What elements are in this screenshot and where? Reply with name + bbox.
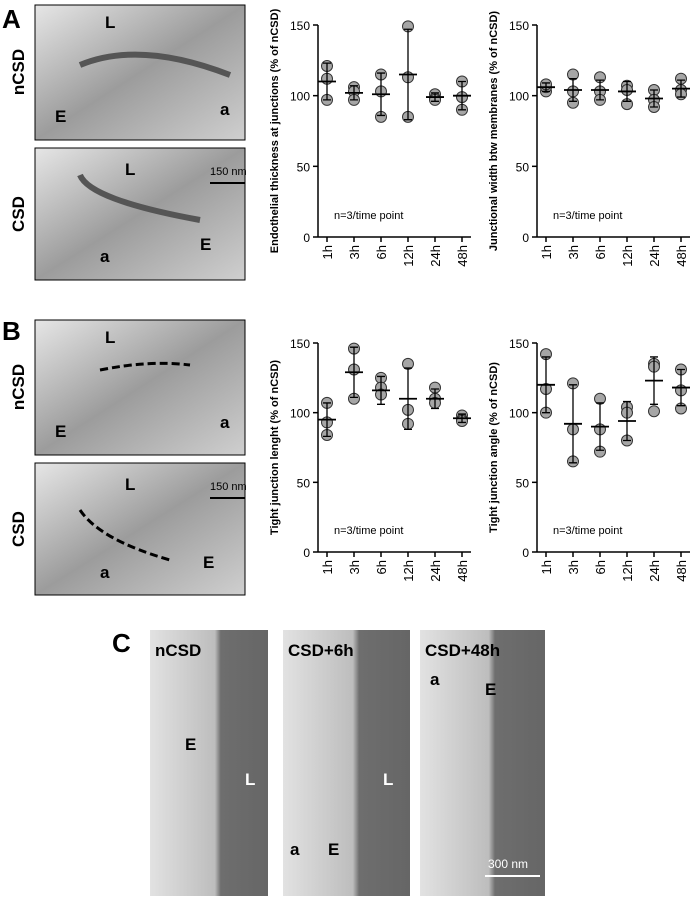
micrograph [283,630,410,896]
panel-letter: B [2,316,21,346]
row-label: nCSD [9,49,28,95]
lumen-label: L [383,770,393,789]
x-tick-label: 6h [374,245,389,259]
micrograph [34,462,246,596]
micrograph [150,630,268,896]
panel-label: CSD+48h [425,641,500,660]
annotation: n=3/time point [334,525,403,537]
x-tick-label: 48h [455,560,470,582]
lumen-label: L [245,770,255,789]
x-tick-label: 1h [539,560,554,574]
endo-label: E [328,840,339,859]
x-tick-label: 12h [401,245,416,267]
y-tick-label: 50 [516,476,530,490]
x-tick-label: 24h [647,245,662,267]
lumen-label: L [125,160,135,179]
x-tick-label: 1h [320,560,335,574]
membrane [77,173,201,223]
junction-trace [78,509,171,562]
lumen-label: L [125,475,135,494]
y-tick-label: 100 [290,407,310,421]
astro-label: a [100,563,110,582]
endo-label: E [55,422,66,441]
endo-label: E [185,735,196,754]
y-tick-label: 150 [290,19,310,33]
panel-label: CSD+6h [288,641,354,660]
annotation: n=3/time point [334,210,403,222]
x-tick-label: 12h [620,245,635,267]
row-label: CSD [9,511,28,547]
panel-letter: C [112,628,131,658]
astro-label: a [220,100,230,119]
astro-label: a [290,840,300,859]
micrograph [34,4,246,141]
row-label: nCSD [9,364,28,410]
scale-label: 150 nm [210,481,247,493]
x-tick-label: 1h [539,245,554,259]
x-tick-label: 6h [374,560,389,574]
scale-label: 150 nm [210,166,247,178]
y-axis-label: Endothelial thickness at junctions (% of… [269,8,281,253]
x-tick-label: 24h [647,560,662,582]
x-tick-label: 24h [428,245,443,267]
x-tick-label: 12h [620,560,635,582]
y-tick-label: 150 [509,19,529,33]
x-tick-label: 6h [593,560,608,574]
x-tick-label: 3h [347,560,362,574]
x-tick-label: 24h [428,560,443,582]
endo-label: E [485,680,496,699]
astro-label: a [430,670,440,689]
y-tick-label: 100 [509,90,529,104]
row-label: CSD [9,196,28,232]
micrograph [34,319,246,456]
x-tick-label: 48h [455,245,470,267]
panel-label: nCSD [155,641,201,660]
y-tick-label: 0 [303,546,310,560]
y-axis-label: Tight junction angle (% of nCSD) [488,362,500,533]
x-tick-label: 48h [674,560,689,582]
micrograph [34,147,246,281]
micrographs [34,4,545,896]
annotation: n=3/time point [553,525,622,537]
astro-label: a [220,413,230,432]
y-tick-label: 150 [290,337,310,351]
y-axis-label: Tight junction lenght (% of nCSD) [269,360,281,535]
endo-label: E [203,553,214,572]
x-tick-label: 48h [674,245,689,267]
endo-label: E [55,107,66,126]
y-tick-label: 100 [509,407,529,421]
labels: A B C nCSD CSD nCSD CSD L E a L E a L E … [2,4,528,871]
x-tick-label: 3h [566,560,581,574]
data-point [648,405,660,418]
x-tick-label: 3h [566,245,581,259]
lumen-label: L [105,13,115,32]
y-tick-label: 0 [303,231,310,245]
endo-label: E [200,235,211,254]
y-tick-label: 50 [297,476,311,490]
astro-label: a [100,247,110,266]
y-tick-label: 100 [290,90,310,104]
x-tick-label: 12h [401,560,416,582]
x-tick-label: 3h [347,245,362,259]
y-tick-label: 50 [516,160,530,174]
panel-letter: A [2,4,21,34]
membrane [78,51,232,78]
x-tick-label: 6h [593,245,608,259]
scale-label: 300 nm [488,857,528,871]
y-tick-label: 50 [297,160,311,174]
y-axis-label: Junctional width btw membranes (% of nCS… [488,11,500,252]
x-tick-label: 1h [320,245,335,259]
micrograph [420,630,545,896]
y-tick-label: 0 [522,231,529,245]
annotation: n=3/time point [553,210,622,222]
y-tick-label: 0 [522,546,529,560]
lumen-label: L [105,328,115,347]
y-tick-label: 150 [509,337,529,351]
